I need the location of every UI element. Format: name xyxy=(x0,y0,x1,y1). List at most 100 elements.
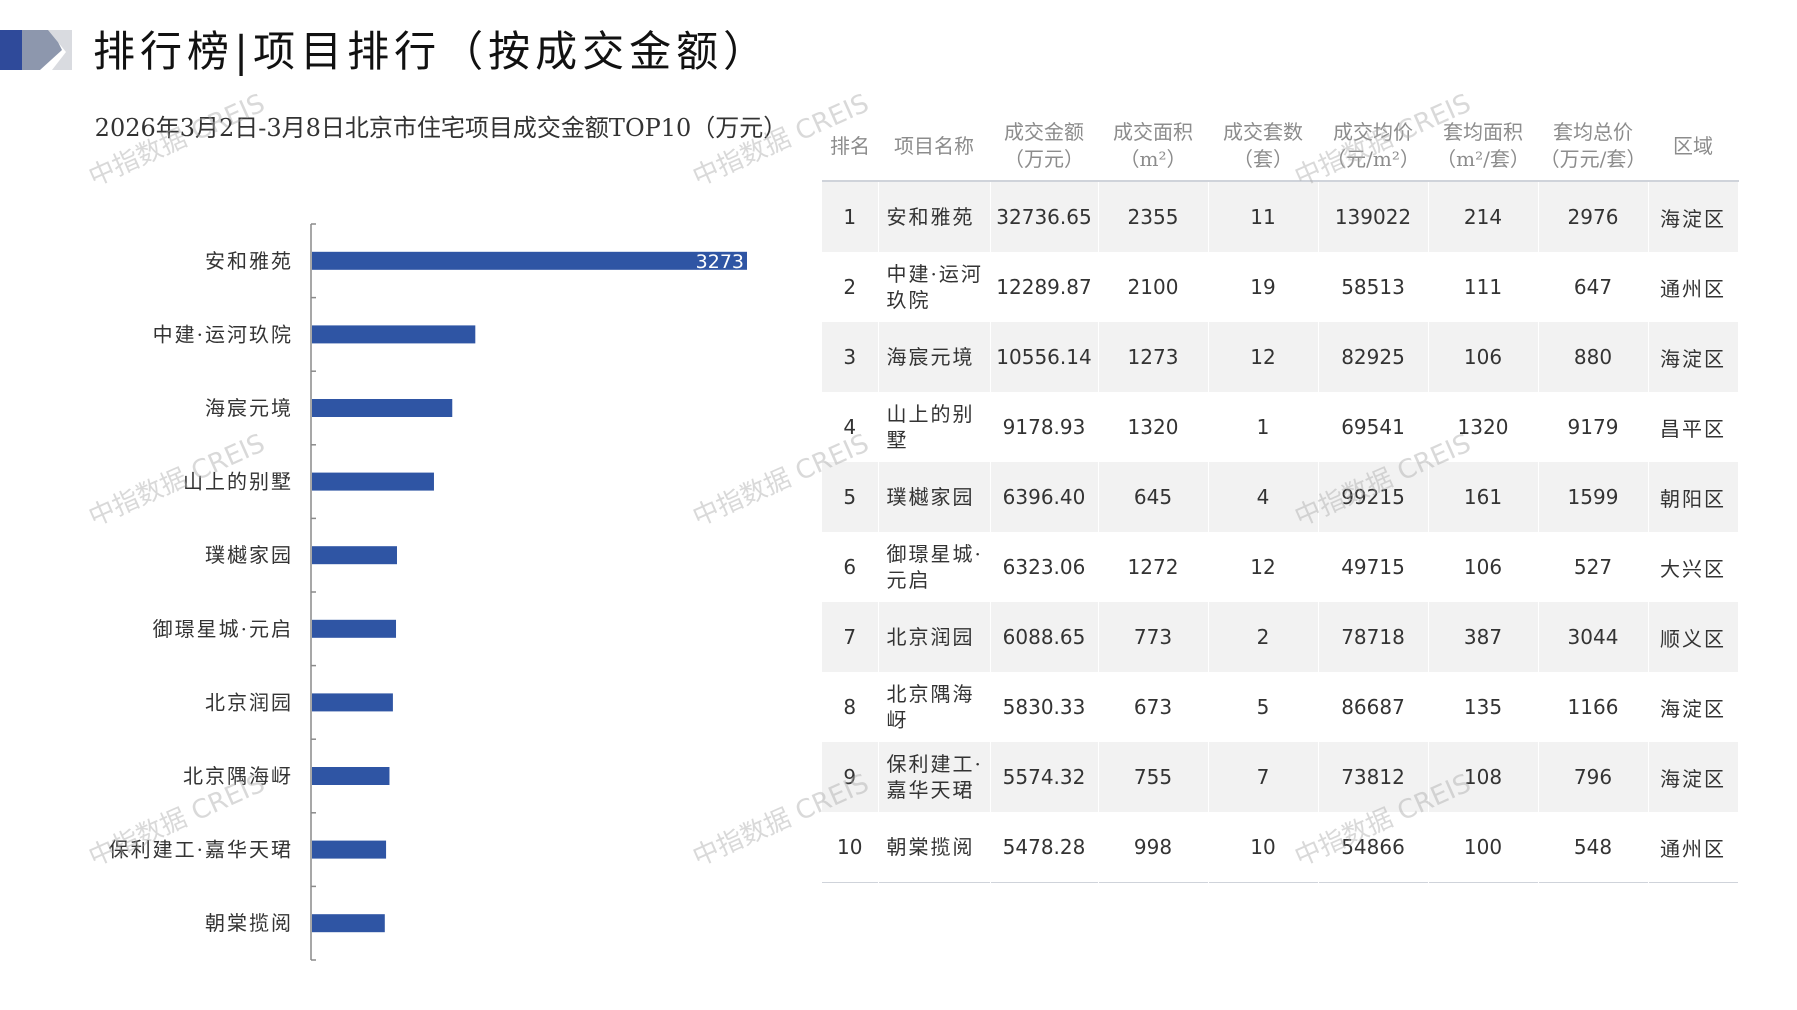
project-name-cell: 海宸元境 xyxy=(878,322,991,392)
column-header-label: 成交面积 xyxy=(1113,120,1193,144)
rank-cell: 3 xyxy=(822,322,879,392)
bar xyxy=(312,546,397,565)
avg-total-cell: 647 xyxy=(1538,252,1649,322)
column-header-label: 区域 xyxy=(1673,133,1713,158)
amount-cell: 6396.40 xyxy=(990,462,1099,532)
units-cell: 7 xyxy=(1208,742,1319,812)
column-header: 成交套数 （套） xyxy=(1208,112,1318,181)
rank-cell: 1 xyxy=(822,181,879,252)
table-row: 10 朝棠揽阅 5478.28 998 10 54866 100 548 通州区 xyxy=(822,812,1739,883)
rank-cell: 8 xyxy=(822,672,879,742)
avg-total-cell: 2976 xyxy=(1538,181,1649,252)
area-cell: 2355 xyxy=(1098,181,1209,252)
column-header: 成交金额 （万元） xyxy=(990,112,1098,181)
project-name-cell: 保利建工·嘉华天珺 xyxy=(878,742,991,812)
project-name-cell: 御璟星城·元启 xyxy=(878,532,991,602)
amount-cell: 9178.93 xyxy=(990,392,1099,462)
region-cell: 通州区 xyxy=(1648,252,1739,322)
category-label: 朝棠揽阅 xyxy=(205,911,293,935)
region-cell: 大兴区 xyxy=(1648,532,1739,602)
category-label: 安和雅苑 xyxy=(205,249,293,273)
table-row: 4 山上的别墅 9178.93 1320 1 69541 1320 9179 昌平区 xyxy=(822,392,1739,462)
amount-cell: 32736.65 xyxy=(990,181,1099,252)
avg-total-cell: 548 xyxy=(1538,812,1649,883)
avg-total-cell: 880 xyxy=(1538,322,1649,392)
avg-area-cell: 214 xyxy=(1428,181,1539,252)
rank-cell: 4 xyxy=(822,392,879,462)
area-cell: 755 xyxy=(1098,742,1209,812)
avg-price-cell: 49715 xyxy=(1318,532,1429,602)
avg-area-cell: 1320 xyxy=(1428,392,1539,462)
bar xyxy=(312,767,390,785)
ranking-table: 排名 项目名称 成交金额 （万元） 成交面积 （m²） 成交套数 （套） 成交均价 （元/m²） 套… xyxy=(822,112,1739,883)
category-label: 山上的别墅 xyxy=(183,470,293,494)
avg-price-cell: 82925 xyxy=(1318,322,1429,392)
category-label: 御璟星城·元启 xyxy=(153,617,293,641)
region-cell: 海淀区 xyxy=(1648,322,1739,392)
avg-price-cell: 78718 xyxy=(1318,602,1429,672)
table-row: 2 中建·运河玖院 12289.87 2100 19 58513 111 647 通州区 xyxy=(822,252,1739,322)
area-cell: 1273 xyxy=(1098,322,1209,392)
amount-cell: 10556.14 xyxy=(990,322,1099,392)
avg-total-cell: 1599 xyxy=(1538,462,1649,532)
bar-chart: 安和雅苑 3273 中建·运河玖院海宸元境山上的别墅璞樾家园御璟星城·元启北京润园北… xyxy=(109,223,747,961)
region-cell: 海淀区 xyxy=(1648,181,1739,252)
column-header-unit: （套） xyxy=(1233,147,1293,171)
table-row: 9 保利建工·嘉华天珺 5574.32 755 7 73812 108 796 海淀区 xyxy=(822,742,1739,812)
category-label: 璞樾家园 xyxy=(205,543,293,567)
table-row: 1 安和雅苑 32736.65 2355 11 139022 214 2976 海淀区 xyxy=(822,181,1739,252)
category-label: 保利建工·嘉华天珺 xyxy=(109,838,293,862)
area-cell: 2100 xyxy=(1098,252,1209,322)
region-cell: 朝阳区 xyxy=(1648,462,1739,532)
table-body: 1 安和雅苑 32736.65 2355 11 139022 214 2976 海淀区 2 中建·运… xyxy=(822,181,1739,883)
data-label: 3273 xyxy=(696,251,744,273)
area-cell: 773 xyxy=(1098,602,1209,672)
units-cell: 11 xyxy=(1208,181,1319,252)
amount-cell: 5478.28 xyxy=(990,812,1099,883)
avg-price-cell: 99215 xyxy=(1318,462,1429,532)
column-header: 区域 xyxy=(1648,112,1738,181)
column-header: 成交均价 （元/m²） xyxy=(1318,112,1428,181)
units-cell: 12 xyxy=(1208,322,1319,392)
rank-cell: 6 xyxy=(822,532,879,602)
category-label: 中建·运河玖院 xyxy=(153,322,293,346)
amount-cell: 5830.33 xyxy=(990,672,1099,742)
column-header-unit: （万元） xyxy=(1004,147,1084,171)
region-cell: 昌平区 xyxy=(1648,392,1739,462)
table-row: 8 北京隅海岈 5830.33 673 5 86687 135 1166 海淀区 xyxy=(822,672,1739,742)
rank-cell: 9 xyxy=(822,742,879,812)
avg-total-cell: 3044 xyxy=(1538,602,1649,672)
area-cell: 998 xyxy=(1098,812,1209,883)
column-header-unit: （m²） xyxy=(1119,147,1187,171)
column-header: 成交面积 （m²） xyxy=(1098,112,1208,181)
region-cell: 海淀区 xyxy=(1648,742,1739,812)
table-row: 5 璞樾家园 6396.40 645 4 99215 161 1599 朝阳区 xyxy=(822,462,1739,532)
region-cell: 海淀区 xyxy=(1648,672,1739,742)
project-name-cell: 北京润园 xyxy=(878,602,991,672)
units-cell: 19 xyxy=(1208,252,1319,322)
avg-price-cell: 86687 xyxy=(1318,672,1429,742)
units-cell: 12 xyxy=(1208,532,1319,602)
units-cell: 2 xyxy=(1208,602,1319,672)
rank-cell: 5 xyxy=(822,462,879,532)
table-header-row: 排名 项目名称 成交金额 （万元） 成交面积 （m²） 成交套数 （套） 成交均价 （元/m²） 套… xyxy=(822,112,1738,181)
project-name-cell: 璞樾家园 xyxy=(878,462,991,532)
rank-cell: 2 xyxy=(822,252,879,322)
amount-cell: 6323.06 xyxy=(990,532,1099,602)
units-cell: 1 xyxy=(1208,392,1319,462)
bar xyxy=(312,619,397,638)
brand-logo xyxy=(0,30,72,70)
column-header-label: 成交套数 xyxy=(1223,120,1303,144)
area-cell: 1320 xyxy=(1098,392,1209,462)
area-cell: 645 xyxy=(1098,462,1209,532)
bar xyxy=(312,914,385,933)
category-label: 北京隅海岈 xyxy=(183,764,293,788)
avg-area-cell: 387 xyxy=(1428,602,1539,672)
column-header-label: 成交均价 xyxy=(1333,120,1413,144)
bar xyxy=(312,251,747,270)
avg-price-cell: 54866 xyxy=(1318,812,1429,883)
column-header-label: 套均总价 xyxy=(1553,120,1633,144)
amount-cell: 6088.65 xyxy=(990,602,1099,672)
ranking-table-container: 排名 项目名称 成交金额 （万元） 成交面积 （m²） 成交套数 （套） 成交均价 （元/m²） 套… xyxy=(822,112,1739,883)
avg-area-cell: 100 xyxy=(1428,812,1539,883)
